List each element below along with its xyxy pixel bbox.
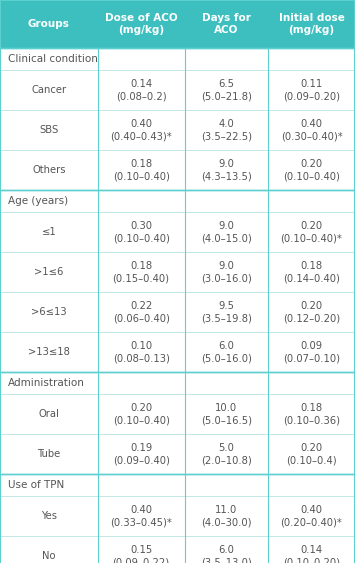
Text: 0.14
(0.08–0.2): 0.14 (0.08–0.2)	[116, 79, 166, 101]
Text: 6.0
(3.5–13.0): 6.0 (3.5–13.0)	[201, 545, 252, 563]
Text: 6.0
(5.0–16.0): 6.0 (5.0–16.0)	[201, 341, 252, 363]
Text: Dose of ACO
(mg/kg): Dose of ACO (mg/kg)	[105, 13, 178, 35]
Bar	[0, 496, 355, 536]
Text: 5.0
(2.0–10.8): 5.0 (2.0–10.8)	[201, 443, 252, 465]
Text: 4.0
(3.5–22.5): 4.0 (3.5–22.5)	[201, 119, 252, 141]
Text: 9.5
(3.5–19.8): 9.5 (3.5–19.8)	[201, 301, 252, 323]
Text: Use of TPN: Use of TPN	[8, 480, 64, 490]
Bar	[185, 0, 268, 48]
Text: 0.20
(0.10–0.40)*: 0.20 (0.10–0.40)*	[280, 221, 343, 243]
Text: 0.20
(0.10–0.40): 0.20 (0.10–0.40)	[113, 403, 170, 425]
Text: Age (years): Age (years)	[8, 196, 68, 206]
Text: 0.30
(0.10–0.40): 0.30 (0.10–0.40)	[113, 221, 170, 243]
Text: 0.40
(0.33–0.45)*: 0.40 (0.33–0.45)*	[110, 505, 172, 527]
Text: 0.22
(0.06–0.40): 0.22 (0.06–0.40)	[113, 301, 170, 323]
Text: 0.18
(0.10–0.36): 0.18 (0.10–0.36)	[283, 403, 340, 425]
Text: 0.09
(0.07–0.10): 0.09 (0.07–0.10)	[283, 341, 340, 363]
Bar	[0, 252, 355, 292]
Text: >13≤18: >13≤18	[28, 347, 70, 357]
Text: Administration: Administration	[8, 378, 85, 388]
Text: Cancer: Cancer	[31, 85, 66, 95]
Text: 6.5
(5.0–21.8): 6.5 (5.0–21.8)	[201, 79, 252, 101]
Text: 0.18
(0.14–0.40): 0.18 (0.14–0.40)	[283, 261, 340, 283]
Bar	[0, 372, 355, 394]
Text: 0.20
(0.10–0.4): 0.20 (0.10–0.4)	[286, 443, 337, 465]
Text: Clinical condition: Clinical condition	[8, 54, 98, 64]
Text: 0.20
(0.12–0.20): 0.20 (0.12–0.20)	[283, 301, 340, 323]
Text: Oral: Oral	[38, 409, 59, 419]
Text: 0.10
(0.08–0.13): 0.10 (0.08–0.13)	[113, 341, 170, 363]
Text: 10.0
(5.0–16.5): 10.0 (5.0–16.5)	[201, 403, 252, 425]
Text: Tube: Tube	[37, 449, 60, 459]
Bar	[0, 536, 355, 563]
Text: ≤1: ≤1	[42, 227, 56, 237]
Bar	[0, 332, 355, 372]
Text: >1≤6: >1≤6	[34, 267, 64, 277]
Bar	[0, 292, 355, 332]
Text: Yes: Yes	[41, 511, 57, 521]
Text: Initial dose
(mg/kg): Initial dose (mg/kg)	[279, 13, 344, 35]
Text: 9.0
(4.3–13.5): 9.0 (4.3–13.5)	[201, 159, 252, 181]
Bar	[98, 0, 185, 48]
Bar	[0, 150, 355, 190]
Text: 0.11
(0.09–0.20): 0.11 (0.09–0.20)	[283, 79, 340, 101]
Text: 0.40
(0.30–0.40)*: 0.40 (0.30–0.40)*	[281, 119, 342, 141]
Text: No: No	[42, 551, 56, 561]
Text: 0.40
(0.40–0.43)*: 0.40 (0.40–0.43)*	[110, 119, 172, 141]
Text: >6≤13: >6≤13	[31, 307, 67, 317]
Text: 0.40
(0.20–0.40)*: 0.40 (0.20–0.40)*	[280, 505, 343, 527]
Bar	[0, 394, 355, 434]
Bar	[0, 110, 355, 150]
Bar	[0, 0, 98, 48]
Bar	[0, 70, 355, 110]
Text: Days for
ACO: Days for ACO	[202, 13, 251, 35]
Text: 9.0
(4.0–15.0): 9.0 (4.0–15.0)	[201, 221, 252, 243]
Text: 0.20
(0.10–0.40): 0.20 (0.10–0.40)	[283, 159, 340, 181]
Bar	[0, 48, 355, 70]
Text: 0.15
(0.09–0.22): 0.15 (0.09–0.22)	[113, 545, 170, 563]
Text: 9.0
(3.0–16.0): 9.0 (3.0–16.0)	[201, 261, 252, 283]
Text: 0.19
(0.09–0.40): 0.19 (0.09–0.40)	[113, 443, 170, 465]
Bar	[0, 212, 355, 252]
Text: Others: Others	[32, 165, 66, 175]
Bar	[268, 0, 355, 48]
Bar	[0, 474, 355, 496]
Text: 0.18
(0.15–0.40): 0.18 (0.15–0.40)	[113, 261, 170, 283]
Text: Groups: Groups	[28, 19, 70, 29]
Text: SBS: SBS	[39, 125, 59, 135]
Text: 0.18
(0.10–0.40): 0.18 (0.10–0.40)	[113, 159, 170, 181]
Text: 0.14
(0.10–0.20): 0.14 (0.10–0.20)	[283, 545, 340, 563]
Bar	[0, 190, 355, 212]
Bar	[0, 434, 355, 474]
Text: 11.0
(4.0–30.0): 11.0 (4.0–30.0)	[201, 505, 252, 527]
